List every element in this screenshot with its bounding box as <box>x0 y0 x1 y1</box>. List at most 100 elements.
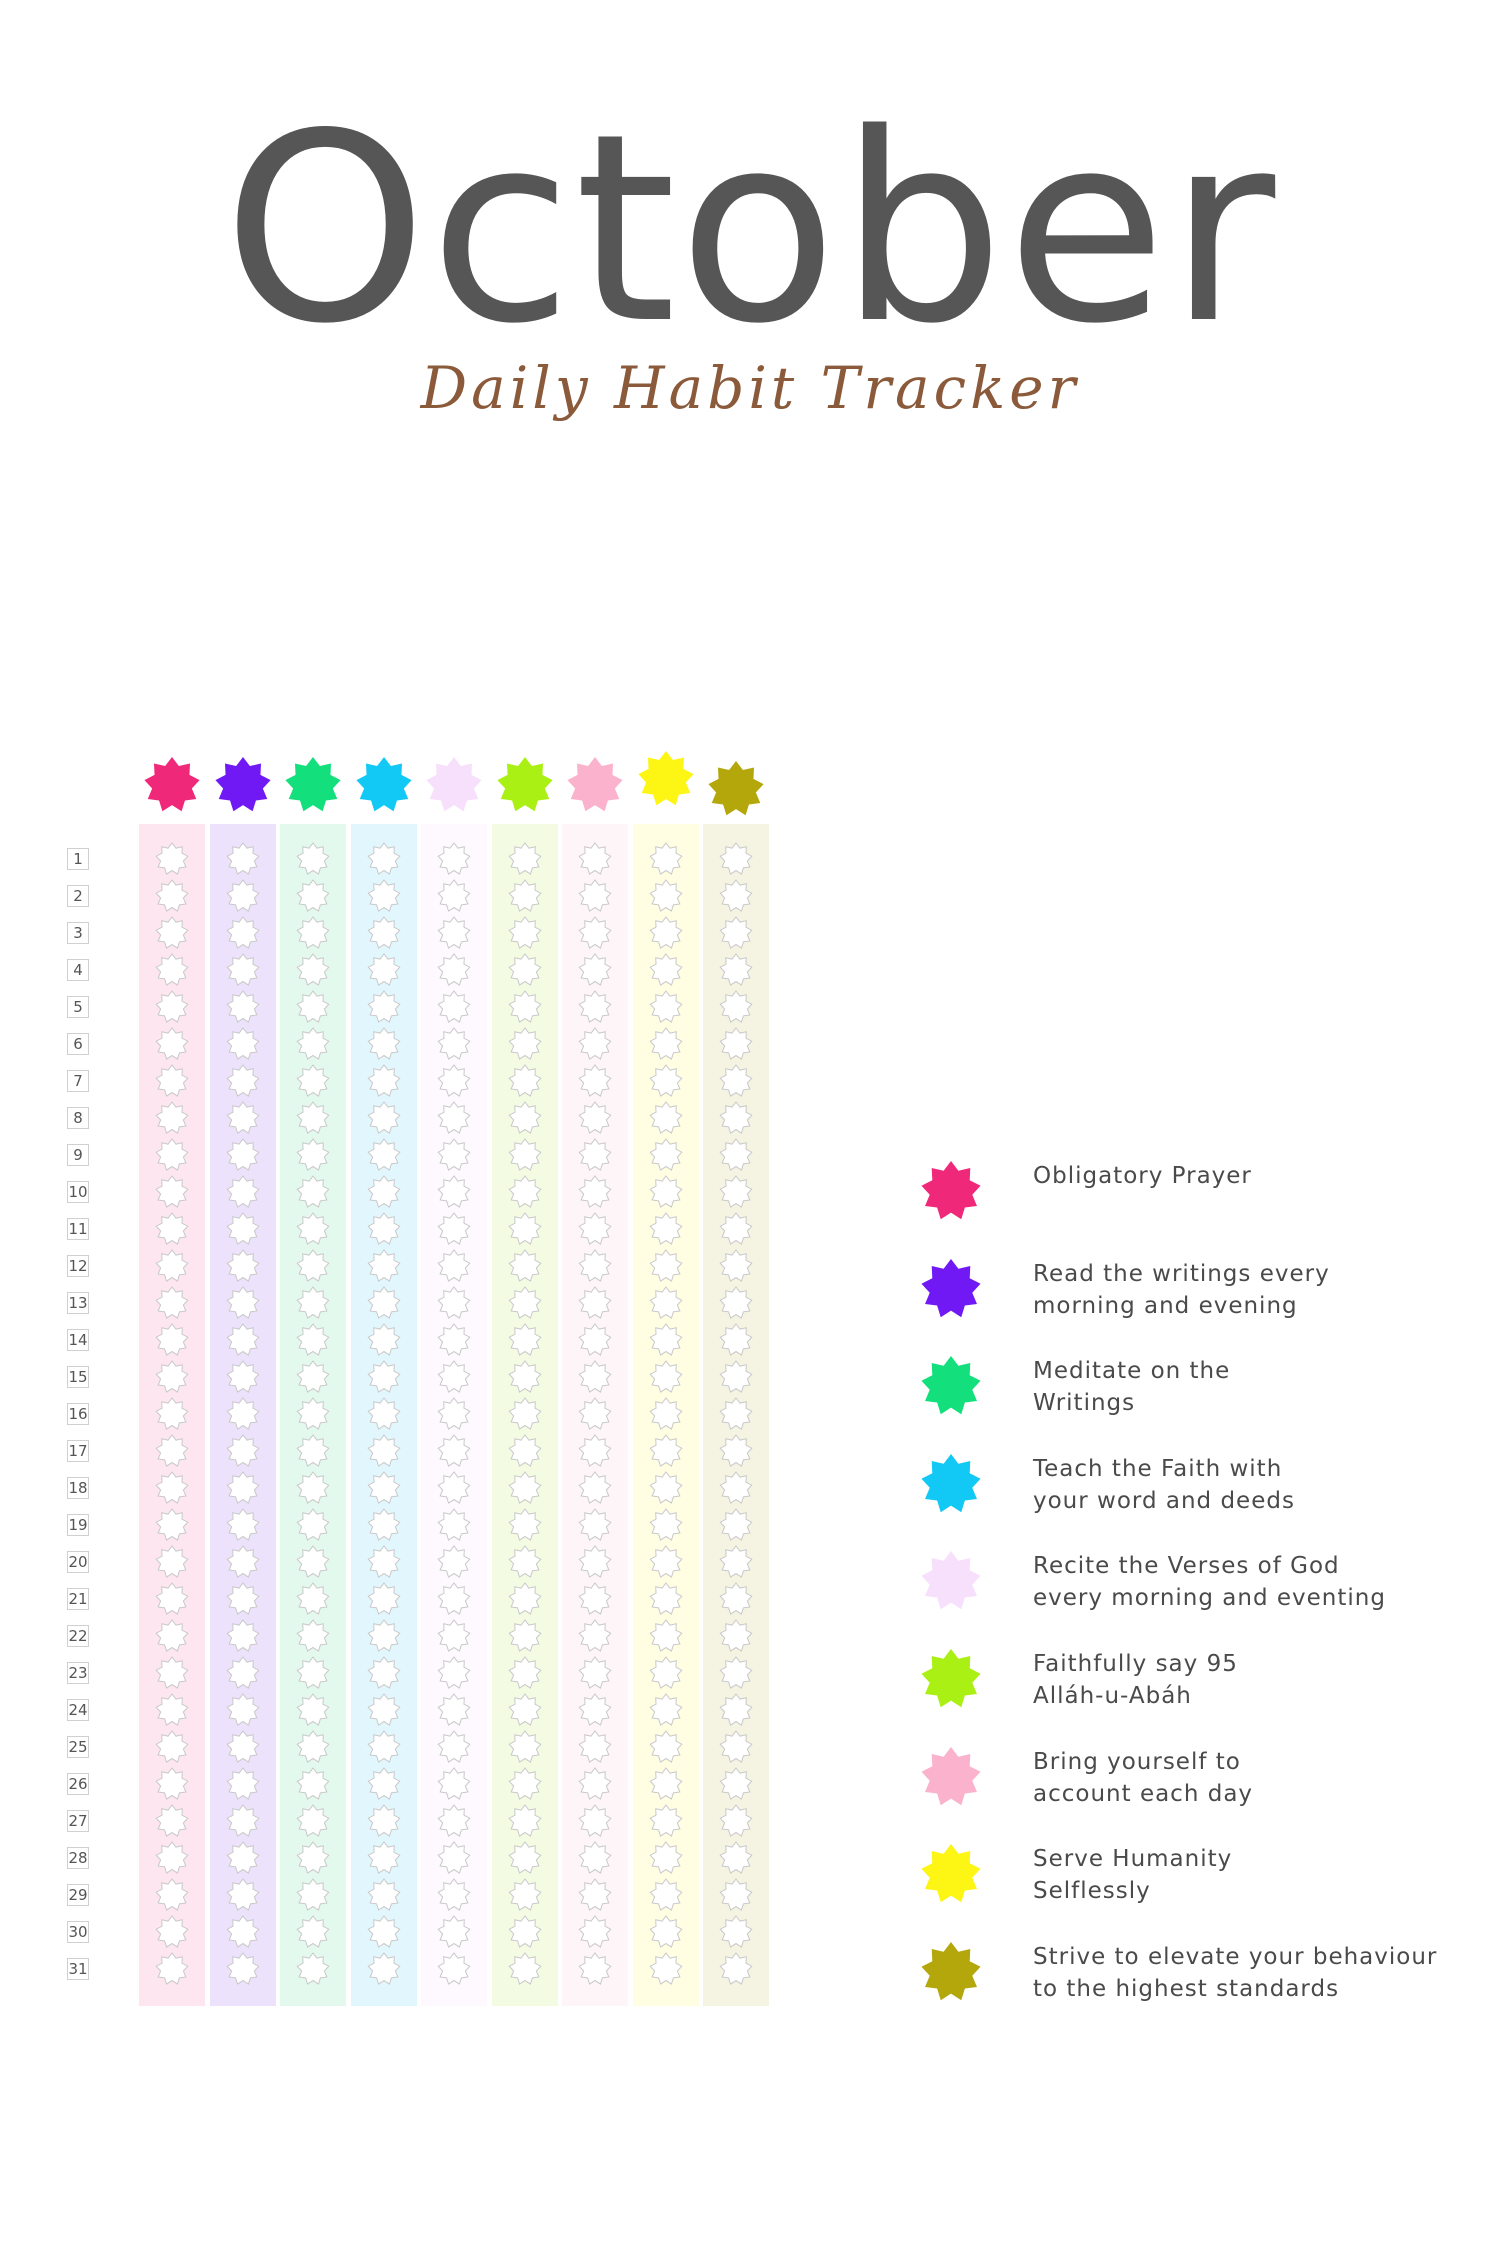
star-outline-icon[interactable] <box>578 1952 612 1986</box>
star-outline-icon[interactable] <box>296 1064 330 1098</box>
star-outline-icon[interactable] <box>578 1212 612 1246</box>
star-outline-icon[interactable] <box>719 1434 753 1468</box>
star-outline-icon[interactable] <box>437 1434 471 1468</box>
star-outline-icon[interactable] <box>366 1212 401 1246</box>
star-outline-icon[interactable] <box>507 842 542 876</box>
star-outline-icon[interactable] <box>719 1175 753 1209</box>
star-outline-icon[interactable] <box>366 1101 401 1135</box>
star-outline-icon[interactable] <box>507 1434 542 1468</box>
star-outline-icon[interactable] <box>507 1582 542 1616</box>
star-outline-icon[interactable] <box>155 879 189 913</box>
star-outline-icon[interactable] <box>648 916 683 950</box>
star-outline-icon[interactable] <box>507 953 542 987</box>
star-outline-icon[interactable] <box>155 1841 189 1875</box>
star-outline-icon[interactable] <box>507 879 542 913</box>
star-outline-icon[interactable] <box>578 1138 612 1172</box>
star-outline-icon[interactable] <box>719 1545 753 1579</box>
star-outline-icon[interactable] <box>507 1545 542 1579</box>
star-outline-icon[interactable] <box>507 1508 542 1542</box>
star-outline-icon[interactable] <box>225 953 260 987</box>
star-outline-icon[interactable] <box>437 990 471 1024</box>
star-outline-icon[interactable] <box>648 1064 683 1098</box>
star-outline-icon[interactable] <box>155 1101 189 1135</box>
star-outline-icon[interactable] <box>578 990 612 1024</box>
star-outline-icon[interactable] <box>225 1286 260 1320</box>
star-outline-icon[interactable] <box>578 1471 612 1505</box>
star-outline-icon[interactable] <box>648 1656 683 1690</box>
star-outline-icon[interactable] <box>719 1619 753 1653</box>
star-outline-icon[interactable] <box>578 879 612 913</box>
star-outline-icon[interactable] <box>366 1582 401 1616</box>
star-outline-icon[interactable] <box>507 1249 542 1283</box>
star-outline-icon[interactable] <box>296 1397 330 1431</box>
star-outline-icon[interactable] <box>437 1175 471 1209</box>
star-outline-icon[interactable] <box>719 1323 753 1357</box>
star-outline-icon[interactable] <box>225 916 260 950</box>
star-outline-icon[interactable] <box>719 879 753 913</box>
star-outline-icon[interactable] <box>296 1323 330 1357</box>
star-outline-icon[interactable] <box>296 842 330 876</box>
star-outline-icon[interactable] <box>719 1064 753 1098</box>
star-outline-icon[interactable] <box>719 1397 753 1431</box>
star-outline-icon[interactable] <box>507 1693 542 1727</box>
star-outline-icon[interactable] <box>648 1212 683 1246</box>
star-outline-icon[interactable] <box>155 1582 189 1616</box>
star-outline-icon[interactable] <box>225 1434 260 1468</box>
star-outline-icon[interactable] <box>437 1952 471 1986</box>
star-outline-icon[interactable] <box>507 1027 542 1061</box>
star-outline-icon[interactable] <box>437 1138 471 1172</box>
star-outline-icon[interactable] <box>719 1804 753 1838</box>
star-outline-icon[interactable] <box>155 1915 189 1949</box>
star-outline-icon[interactable] <box>578 1656 612 1690</box>
star-outline-icon[interactable] <box>437 879 471 913</box>
star-outline-icon[interactable] <box>437 1545 471 1579</box>
star-outline-icon[interactable] <box>578 1286 612 1320</box>
star-outline-icon[interactable] <box>155 1064 189 1098</box>
star-outline-icon[interactable] <box>507 916 542 950</box>
star-outline-icon[interactable] <box>437 1323 471 1357</box>
star-outline-icon[interactable] <box>578 1360 612 1394</box>
star-outline-icon[interactable] <box>648 1545 683 1579</box>
star-outline-icon[interactable] <box>507 1730 542 1764</box>
star-outline-icon[interactable] <box>507 990 542 1024</box>
star-outline-icon[interactable] <box>155 1323 189 1357</box>
star-outline-icon[interactable] <box>648 1730 683 1764</box>
star-outline-icon[interactable] <box>719 1693 753 1727</box>
star-outline-icon[interactable] <box>366 1767 401 1801</box>
star-outline-icon[interactable] <box>225 1323 260 1357</box>
star-outline-icon[interactable] <box>719 1656 753 1690</box>
star-outline-icon[interactable] <box>719 1101 753 1135</box>
star-outline-icon[interactable] <box>648 990 683 1024</box>
star-outline-icon[interactable] <box>578 1545 612 1579</box>
star-outline-icon[interactable] <box>437 1212 471 1246</box>
star-outline-icon[interactable] <box>225 1656 260 1690</box>
star-outline-icon[interactable] <box>648 1693 683 1727</box>
star-outline-icon[interactable] <box>296 1249 330 1283</box>
star-outline-icon[interactable] <box>225 1915 260 1949</box>
star-outline-icon[interactable] <box>437 1619 471 1653</box>
star-outline-icon[interactable] <box>648 1360 683 1394</box>
star-outline-icon[interactable] <box>366 990 401 1024</box>
star-outline-icon[interactable] <box>366 1508 401 1542</box>
star-outline-icon[interactable] <box>296 1508 330 1542</box>
star-outline-icon[interactable] <box>366 1878 401 1912</box>
star-outline-icon[interactable] <box>437 1471 471 1505</box>
star-outline-icon[interactable] <box>719 1138 753 1172</box>
star-outline-icon[interactable] <box>155 1434 189 1468</box>
star-outline-icon[interactable] <box>648 1397 683 1431</box>
star-outline-icon[interactable] <box>296 1952 330 1986</box>
star-outline-icon[interactable] <box>296 1767 330 1801</box>
star-outline-icon[interactable] <box>225 990 260 1024</box>
star-outline-icon[interactable] <box>366 1064 401 1098</box>
star-outline-icon[interactable] <box>437 1027 471 1061</box>
star-outline-icon[interactable] <box>719 1841 753 1875</box>
star-outline-icon[interactable] <box>648 1249 683 1283</box>
star-outline-icon[interactable] <box>719 1767 753 1801</box>
star-outline-icon[interactable] <box>155 1027 189 1061</box>
star-outline-icon[interactable] <box>155 1212 189 1246</box>
star-outline-icon[interactable] <box>296 1138 330 1172</box>
star-outline-icon[interactable] <box>366 1434 401 1468</box>
star-outline-icon[interactable] <box>578 1915 612 1949</box>
star-outline-icon[interactable] <box>296 1101 330 1135</box>
star-outline-icon[interactable] <box>296 1360 330 1394</box>
